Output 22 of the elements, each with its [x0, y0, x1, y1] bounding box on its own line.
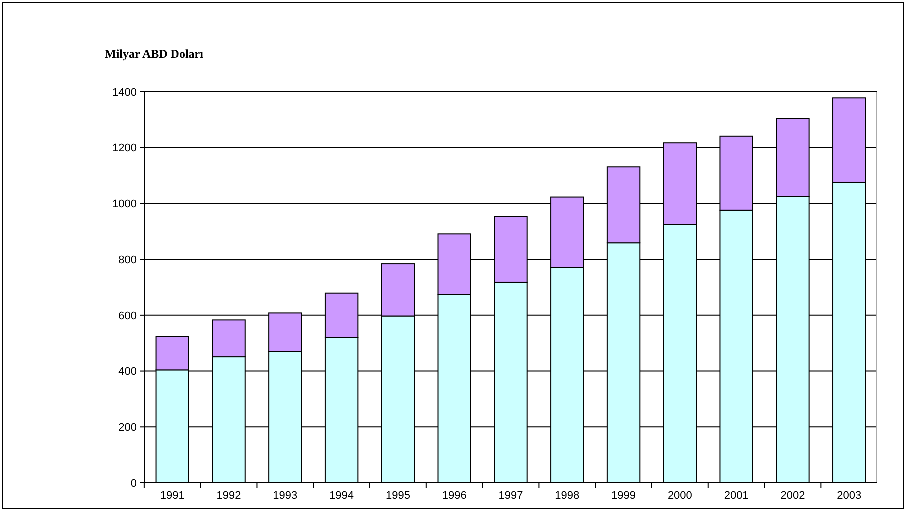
- y-tick-label: 1400: [112, 86, 137, 99]
- x-tick-label: 1991: [160, 490, 185, 502]
- y-tick-label: 400: [118, 366, 137, 378]
- x-tick-label: 1994: [330, 490, 354, 502]
- x-tick-label: 1997: [498, 490, 524, 502]
- x-tick-label: 1995: [386, 490, 410, 502]
- x-tick-label: 2002: [780, 490, 806, 502]
- y-tick-label: 800: [118, 254, 137, 266]
- y-tick-label: 200: [118, 422, 137, 434]
- x-tick-label: 1996: [442, 490, 467, 502]
- x-tick-label: 1993: [273, 490, 298, 502]
- y-tick-label: 0: [130, 478, 137, 490]
- y-tick-label: 600: [118, 310, 137, 322]
- x-tick-label: 2001: [724, 490, 749, 502]
- y-tick-label: 1000: [112, 198, 137, 211]
- x-tick-label: 1998: [555, 490, 580, 502]
- y-tick-label: 1200: [112, 142, 137, 155]
- x-tick-label: 2003: [837, 490, 862, 502]
- x-tick-label: 1992: [216, 490, 242, 502]
- x-tick-label: 2000: [668, 490, 692, 502]
- x-tick-label: 1999: [612, 490, 636, 502]
- y-axis-title: Milyar ABD Doları: [105, 47, 204, 61]
